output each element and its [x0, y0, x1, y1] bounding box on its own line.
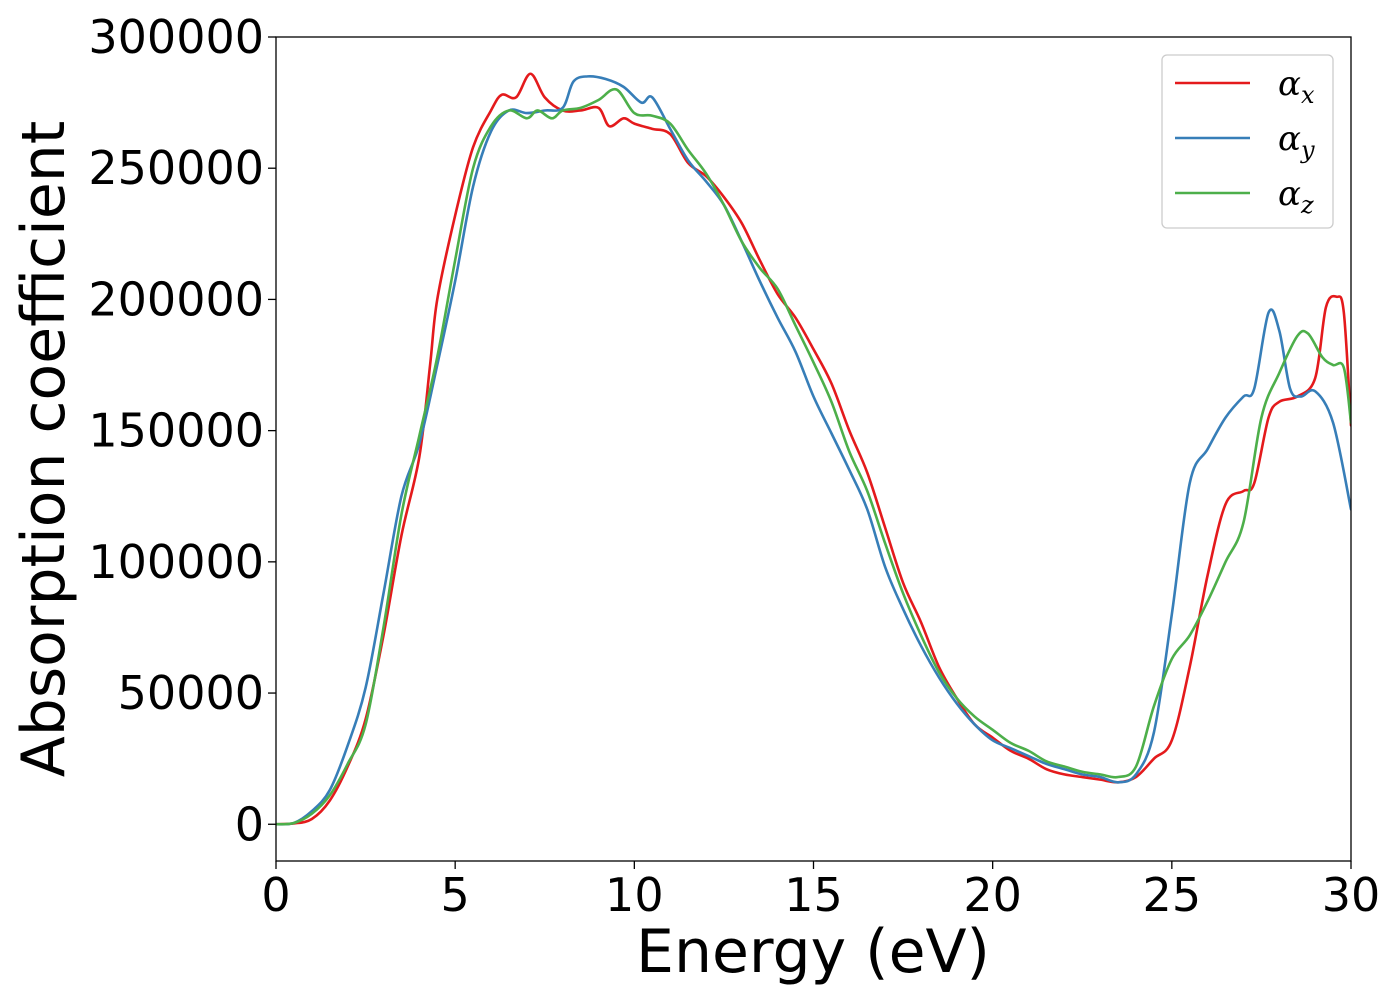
y-tick-label: 300000	[88, 10, 264, 64]
legend-symbol: α	[1278, 64, 1301, 104]
y-tick-label: 50000	[118, 666, 264, 720]
legend-symbol: α	[1278, 119, 1301, 159]
y-tick-label: 150000	[88, 404, 264, 458]
legend-subscript: y	[1300, 136, 1315, 164]
x-tick-label: 20	[963, 868, 1022, 922]
series-line-y	[276, 74, 1351, 826]
x-tick-label: 30	[1322, 868, 1381, 922]
x-tick-label: 25	[1143, 868, 1202, 922]
legend-box	[1161, 54, 1334, 229]
legend-label-x: αx	[1278, 64, 1315, 109]
legend-subscript: z	[1300, 191, 1314, 219]
y-tick-label: 0	[235, 797, 264, 851]
series-layer	[276, 72, 1351, 826]
x-tick-label: 15	[784, 868, 843, 922]
x-tick-label: 10	[605, 868, 664, 922]
x-axis-ticks: 0 5 10 15 20 25 30	[261, 861, 1380, 922]
x-tick-label: 5	[441, 868, 470, 922]
x-tick-label: 0	[261, 868, 290, 922]
legend-label-z: αz	[1278, 174, 1314, 219]
y-axis-ticks: 0 50000 100000 150000 200000 250000 300000	[88, 10, 276, 851]
legend-label-y: αy	[1278, 119, 1315, 164]
legend-symbol: α	[1278, 174, 1301, 214]
y-axis-title: Absorption coefficient	[9, 121, 79, 778]
y-tick-label: 200000	[88, 272, 264, 326]
legend-subscript: x	[1301, 81, 1315, 109]
y-tick-label: 100000	[88, 535, 264, 589]
series-line-x	[276, 72, 1351, 826]
x-axis-title: Energy (eV)	[636, 917, 990, 987]
y-tick-label: 250000	[88, 141, 264, 195]
series-line-z	[276, 87, 1351, 826]
